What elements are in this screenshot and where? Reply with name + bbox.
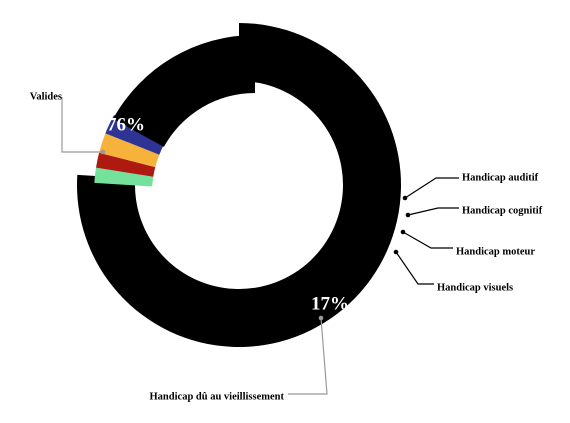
label-handicap-visuels: Handicap visuels — [437, 282, 513, 293]
percent-label-handicap-du-au-vieillissement: 17% — [311, 293, 349, 314]
slice-handicap-visuels — [105, 114, 165, 155]
label-handicap-auditif: Handicap auditif — [462, 172, 539, 183]
slice-labels: Valides Handicap auditif Handicap cognitif… — [30, 91, 543, 402]
leader-dot-handicap-moteur — [400, 229, 406, 235]
leader-dot-handicap-auditif — [402, 195, 408, 201]
label-handicap-cognitif: Handicap cognitif — [462, 205, 543, 216]
leader-dot-handicap-visuels — [393, 249, 399, 255]
slice-valides — [77, 23, 402, 347]
leader-line-handicap-du-au-vieillissement — [288, 317, 328, 395]
leader-dot-handicap-du-au-vieillissement — [318, 315, 324, 321]
leader-line-valides — [61, 97, 103, 153]
leader-line-handicap-moteur — [402, 231, 453, 249]
slice-handicap-du-au-vieillissement — [113, 35, 255, 147]
percent-labels: 76% 17% — [107, 114, 349, 314]
leader-line-handicap-visuels — [395, 251, 434, 285]
leader-line-handicap-cognitif — [407, 207, 459, 216]
leader-line-handicap-auditif — [404, 177, 459, 199]
leader-dot-valides — [100, 149, 106, 155]
leader-dot-handicap-cognitif — [405, 212, 411, 218]
slice-handicap-auditif — [94, 167, 154, 187]
label-handicap-du-au-vieillissement: Handicap dû au vieillissement — [150, 391, 285, 402]
slice-handicap-cognitif — [95, 152, 156, 177]
label-handicap-moteur: Handicap moteur — [456, 246, 535, 257]
leader-lines — [61, 97, 459, 395]
donut-slices — [77, 23, 402, 347]
percent-label-valides: 76% — [107, 114, 145, 135]
slice-handicap-moteur — [99, 133, 160, 168]
label-valides: Valides — [30, 91, 62, 102]
